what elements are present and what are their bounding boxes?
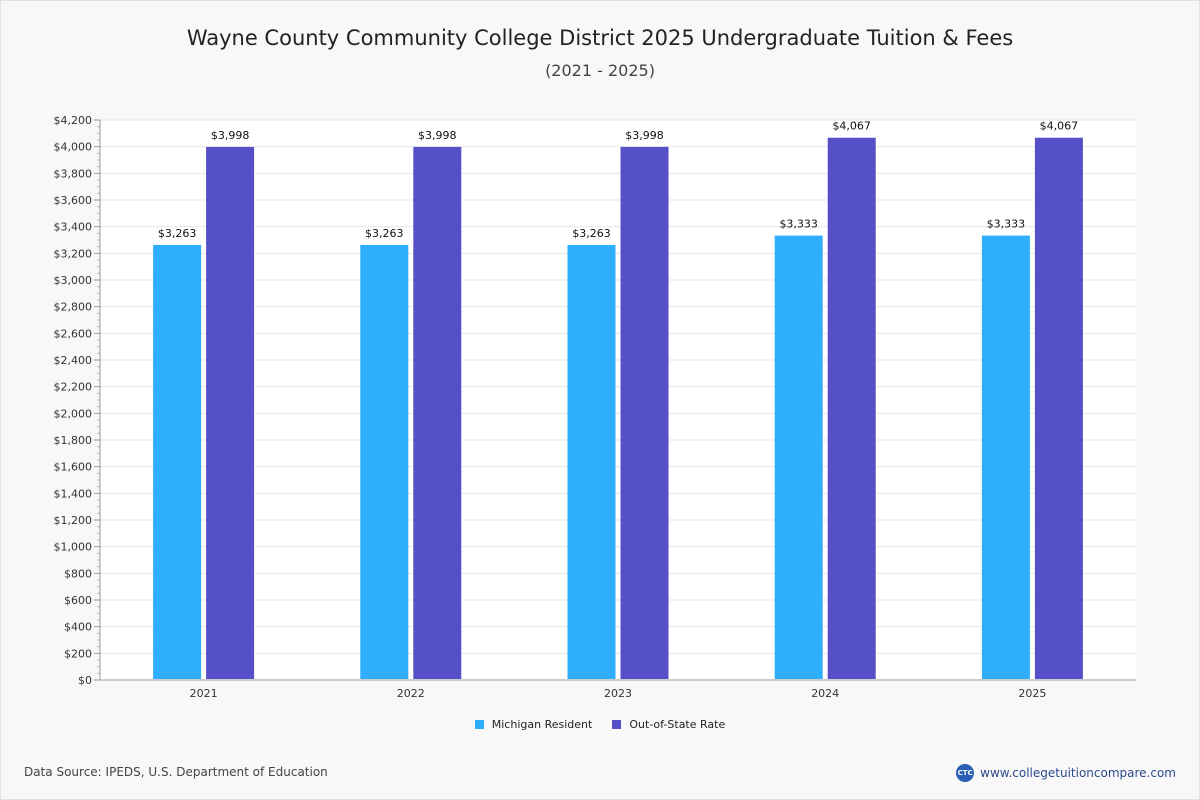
- bar-out-of-state-rate-2022: [413, 146, 462, 679]
- ctc-logo-icon: CTC: [956, 764, 975, 782]
- y-tick-label: $0: [78, 674, 92, 687]
- x-tick-label-2024: 2024: [811, 687, 839, 700]
- y-tick-label: $1,600: [54, 461, 93, 474]
- x-tick-label-2022: 2022: [397, 687, 425, 700]
- bar-michigan-resident-2024: [774, 235, 823, 679]
- y-tick-label: $2,600: [54, 327, 93, 340]
- y-tick-label: $4,200: [54, 114, 93, 127]
- data-label-michigan-resident-2023: $3,263: [572, 227, 611, 240]
- data-label-michigan-resident-2025: $3,333: [987, 218, 1026, 231]
- y-tick-label: $3,600: [54, 194, 93, 207]
- bar-out-of-state-rate-2025: [1034, 137, 1083, 679]
- data-label-out-of-state-rate-2022: $3,998: [418, 129, 457, 142]
- y-tick-label: $200: [64, 647, 92, 660]
- bar-out-of-state-rate-2021: [206, 146, 255, 679]
- data-label-michigan-resident-2022: $3,263: [365, 227, 404, 240]
- brand-url: www.collegetuitioncompare.com: [980, 766, 1176, 780]
- chart-subtitle: (2021 - 2025): [545, 61, 655, 80]
- y-tick-label: $3,200: [54, 247, 93, 260]
- y-tick-label: $1,200: [54, 514, 93, 527]
- data-label-out-of-state-rate-2021: $3,998: [211, 129, 250, 142]
- bar-michigan-resident-2025: [981, 235, 1030, 679]
- legend: Michigan Resident Out-of-State Rate: [0, 718, 1200, 731]
- data-label-michigan-resident-2024: $3,333: [779, 218, 818, 231]
- x-tick-label-2021: 2021: [190, 687, 218, 700]
- y-tick-label: $2,200: [54, 381, 93, 394]
- legend-item-out-of-state-rate[interactable]: Out-of-State Rate: [612, 718, 725, 731]
- y-tick-label: $3,400: [54, 221, 93, 234]
- y-tick-label: $2,000: [54, 407, 93, 420]
- bar-michigan-resident-2022: [360, 244, 409, 679]
- data-label-out-of-state-rate-2024: $4,067: [832, 120, 871, 133]
- y-tick-label: $3,000: [54, 274, 93, 287]
- y-tick-label: $600: [64, 594, 92, 607]
- y-tick-label: $4,000: [54, 141, 93, 154]
- legend-swatch-out-of-state-rate: [612, 720, 622, 729]
- y-tick-label: $2,800: [54, 301, 93, 314]
- y-tick-label: $2,400: [54, 354, 93, 367]
- legend-label-michigan-resident: Michigan Resident: [491, 718, 593, 731]
- y-tick-label: $1,800: [54, 434, 93, 447]
- y-tick-label: $800: [64, 567, 92, 580]
- y-tick-label: $1,400: [54, 487, 93, 500]
- y-tick-label: $1,000: [54, 541, 93, 554]
- brand-link[interactable]: CTC www.collegetuitioncompare.com: [956, 764, 1176, 782]
- legend-label-out-of-state-rate: Out-of-State Rate: [629, 718, 726, 731]
- x-tick-label-2025: 2025: [1018, 687, 1046, 700]
- bar-michigan-resident-2023: [567, 244, 616, 679]
- chart-title: Wayne County Community College District …: [186, 26, 1014, 50]
- x-tick-label-2023: 2023: [604, 687, 632, 700]
- y-tick-label: $3,800: [54, 167, 93, 180]
- legend-item-michigan-resident[interactable]: Michigan Resident: [474, 718, 593, 731]
- y-tick-label: $400: [64, 621, 92, 634]
- data-label-michigan-resident-2021: $3,263: [158, 227, 197, 240]
- bar-michigan-resident-2021: [153, 244, 202, 679]
- data-label-out-of-state-rate-2023: $3,998: [625, 129, 664, 142]
- data-source: Data Source: IPEDS, U.S. Department of E…: [24, 765, 328, 779]
- bar-out-of-state-rate-2023: [620, 146, 669, 679]
- plot-area: [100, 120, 1136, 680]
- data-label-out-of-state-rate-2025: $4,067: [1040, 120, 1079, 133]
- bar-out-of-state-rate-2024: [827, 137, 876, 679]
- legend-swatch-michigan-resident: [474, 720, 484, 729]
